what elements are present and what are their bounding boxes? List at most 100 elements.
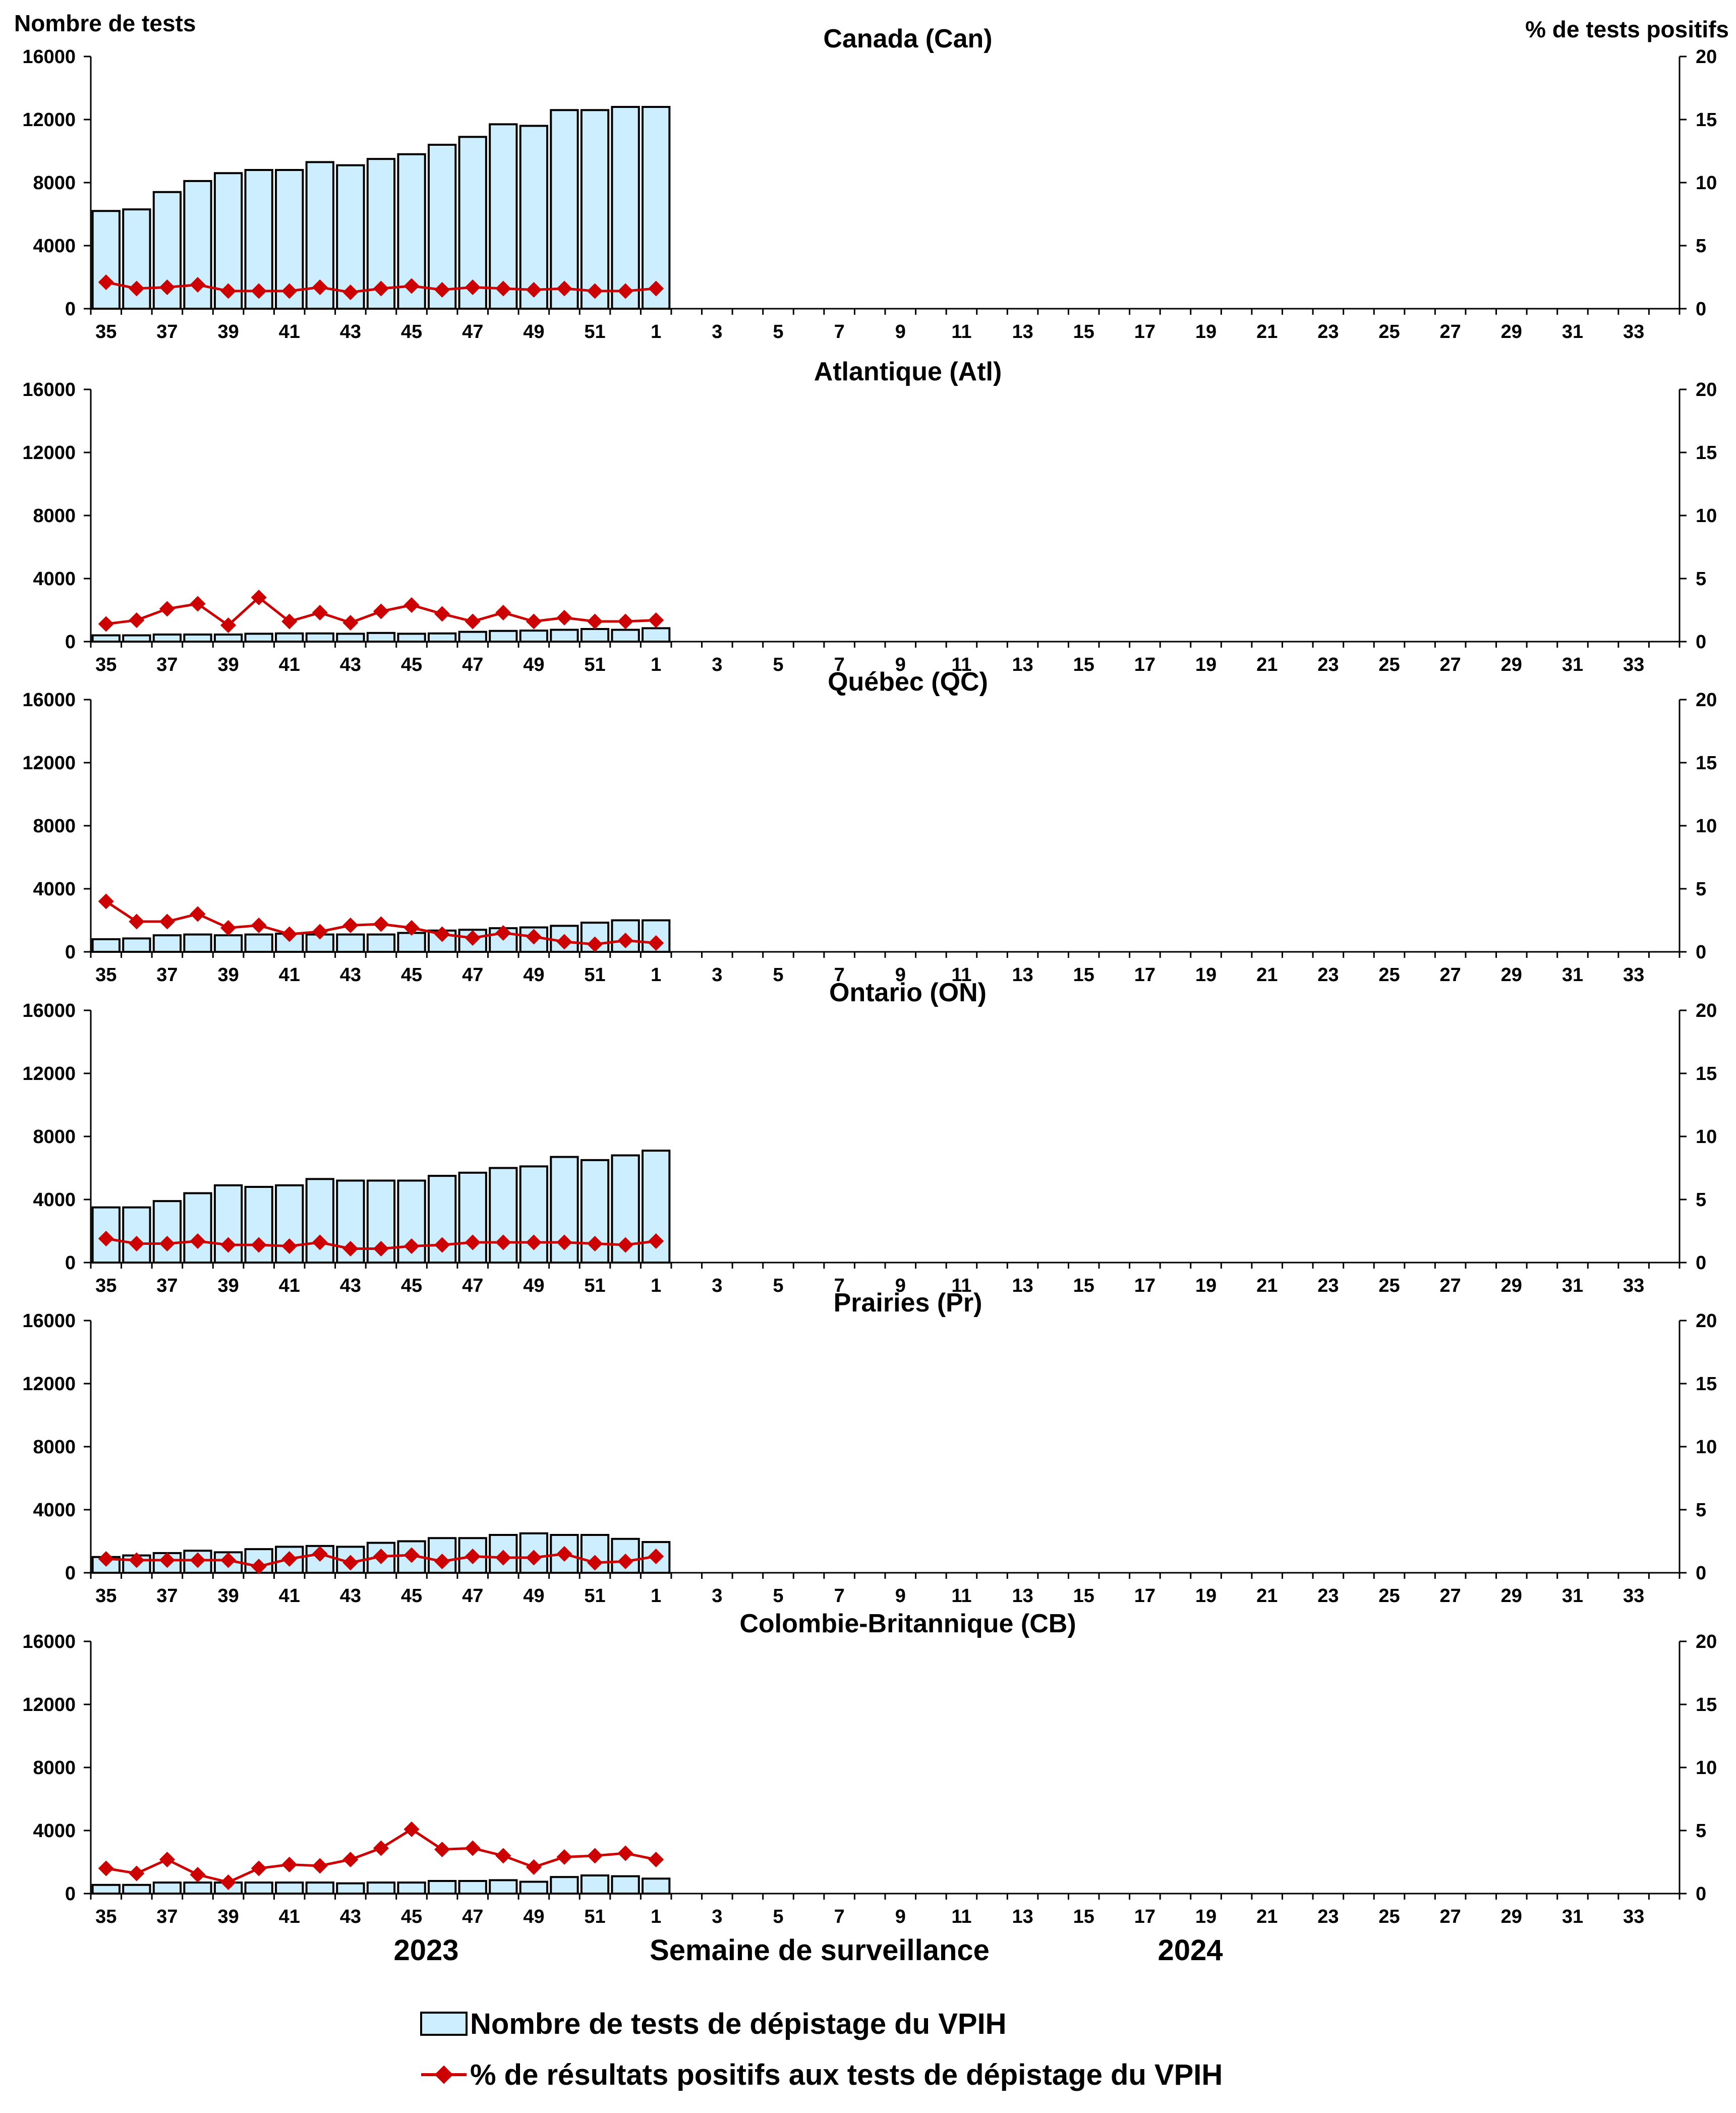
x-tick-label: 35 <box>95 1585 117 1607</box>
x-tick-label: 43 <box>340 1275 361 1296</box>
pct-point-week-36 <box>129 280 145 297</box>
x-tick-label: 1 <box>651 321 661 342</box>
x-tick-label: 21 <box>1256 964 1278 986</box>
x-tick-label: 35 <box>95 964 117 986</box>
pct-point-week-46 <box>434 1237 450 1253</box>
x-tick-label: 13 <box>1012 1585 1033 1607</box>
x-tick-label: 45 <box>401 1585 422 1607</box>
pct-point-week-44 <box>373 1548 389 1565</box>
pct-point-week-37 <box>159 1851 175 1868</box>
bar-tests-week-48 <box>489 630 518 643</box>
x-tick-label: 31 <box>1562 654 1583 675</box>
x-tick-label: 7 <box>834 1585 845 1607</box>
panel-title: Prairies (Pr) <box>834 1288 982 1318</box>
x-tick-label: 47 <box>462 654 483 675</box>
x-tick-label: 17 <box>1134 654 1155 675</box>
x-tick-label: 15 <box>1073 1906 1094 1927</box>
pct-point-week-40 <box>251 283 267 299</box>
left-y-tick-label: 8000 <box>33 173 76 194</box>
x-tick-label: 41 <box>279 964 300 986</box>
pct-point-week-49 <box>526 1234 542 1250</box>
bar-tests-week-36 <box>122 1883 151 1895</box>
pct-point-week-38 <box>190 276 206 293</box>
left-y-tick-label: 12000 <box>22 442 76 464</box>
pct-point-week-41 <box>281 1856 298 1873</box>
right-y-tick-label: 10 <box>1696 816 1717 837</box>
bar-tests-week-1 <box>642 627 671 643</box>
bar-tests-week-50 <box>550 1876 579 1895</box>
pct-point-week-52 <box>617 613 633 630</box>
x-tick-label: 13 <box>1012 654 1033 675</box>
x-tick-label: 45 <box>401 1906 422 1927</box>
x-tick-label: 45 <box>401 321 422 342</box>
x-tick-label: 35 <box>95 654 117 675</box>
x-tick-label: 23 <box>1317 654 1339 675</box>
pct-point-week-50 <box>556 1849 572 1865</box>
right-y-tick-label: 10 <box>1696 1757 1717 1779</box>
x-tick-label: 5 <box>773 1275 783 1296</box>
left-y-tick-label: 12000 <box>22 109 76 131</box>
bar-tests-week-1 <box>642 106 671 310</box>
x-tick-label: 41 <box>279 1275 300 1296</box>
left-y-tick-label: 8000 <box>33 1126 76 1148</box>
right-y-tick-label: 10 <box>1696 1126 1717 1148</box>
pct-point-week-37 <box>159 913 175 930</box>
x-tick-label: 39 <box>217 1585 239 1607</box>
x-tick-label: 25 <box>1378 1906 1400 1927</box>
x-tick-label: 43 <box>340 1906 361 1927</box>
bar-tests-week-37 <box>152 633 182 643</box>
pct-point-week-44 <box>373 1240 389 1257</box>
pct-point-week-41 <box>281 1238 298 1254</box>
right-y-tick-label: 15 <box>1696 1694 1717 1716</box>
pct-point-week-39 <box>220 283 237 299</box>
legend-line-marker <box>434 2065 453 2084</box>
bar-tests-week-35 <box>91 634 121 643</box>
left-y-tick-label: 8000 <box>33 505 76 527</box>
bar-tests-week-42 <box>305 632 334 643</box>
bar-tests-week-52 <box>611 629 640 643</box>
pct-point-week-38 <box>190 1233 206 1249</box>
x-tick-label: 49 <box>523 1275 544 1296</box>
x-tick-label: 27 <box>1440 1906 1461 1927</box>
left-y-tick-label: 16000 <box>22 1631 76 1652</box>
right-y-tick-label: 15 <box>1696 109 1717 131</box>
bar-tests-week-46 <box>427 1175 457 1264</box>
pct-point-week-50 <box>556 934 572 950</box>
x-tick-label: 47 <box>462 1275 483 1296</box>
left-y-tick-label: 12000 <box>22 1694 76 1716</box>
x-tick-label: 29 <box>1501 1906 1522 1927</box>
bar-tests-week-44 <box>366 933 396 953</box>
x-tick-label: 39 <box>217 321 239 342</box>
left-y-tick-label: 16000 <box>22 690 76 711</box>
pct-point-week-39 <box>220 1237 237 1253</box>
x-tick-label: 21 <box>1256 1275 1278 1296</box>
x-tick-label: 27 <box>1440 321 1461 342</box>
x-tick-label: 13 <box>1012 964 1033 986</box>
pct-point-week-42 <box>312 1858 328 1874</box>
pct-point-week-1 <box>648 1548 664 1565</box>
right-y-tick-label: 5 <box>1696 568 1706 590</box>
x-tick-label: 17 <box>1134 321 1155 342</box>
pct-point-week-50 <box>556 1546 572 1562</box>
bar-tests-week-43 <box>336 1882 365 1895</box>
x-tick-label: 37 <box>156 1275 178 1296</box>
pct-point-week-1 <box>648 612 664 629</box>
right-y-tick-label: 15 <box>1696 1063 1717 1084</box>
x-tick-label: 33 <box>1623 964 1644 986</box>
pct-point-week-43 <box>342 1851 359 1868</box>
x-tick-label: 1 <box>651 964 661 986</box>
pct-point-week-44 <box>373 916 389 932</box>
x-tick-label: 23 <box>1317 1275 1339 1296</box>
x-tick-label: 15 <box>1073 321 1094 342</box>
left-axis-title: Nombre de tests <box>14 10 196 36</box>
x-tick-label: 51 <box>584 1275 605 1296</box>
x-tick-label: 13 <box>1012 1275 1033 1296</box>
x-tick-label: 51 <box>584 964 605 986</box>
x-tick-label: 37 <box>156 321 178 342</box>
pct-point-week-1 <box>648 1851 664 1868</box>
x-tick-label: 3 <box>712 1585 722 1607</box>
pct-point-week-43 <box>342 917 359 934</box>
pct-point-week-40 <box>251 589 267 606</box>
x-tick-label: 9 <box>895 1585 906 1607</box>
